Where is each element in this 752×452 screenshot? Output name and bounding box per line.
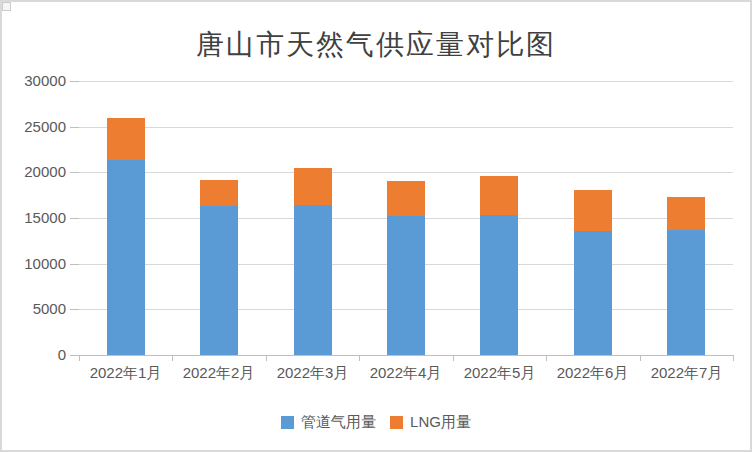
bar-7-pipeline-gas bbox=[667, 230, 705, 355]
y-axis-label: 25000 bbox=[2, 118, 66, 136]
legend-item-pipeline-gas: 管道气用量 bbox=[281, 413, 376, 432]
y-axis-tick bbox=[70, 355, 79, 356]
y-axis-tick bbox=[70, 309, 79, 310]
x-axis-label: 2022年4月 bbox=[359, 364, 452, 382]
y-axis-label: 10000 bbox=[2, 255, 66, 273]
legend-swatch-lng bbox=[390, 416, 403, 429]
y-axis-tick bbox=[70, 127, 79, 128]
y-axis-label: 0 bbox=[2, 346, 66, 364]
bar-6-pipeline-gas bbox=[574, 231, 612, 355]
y-axis-tick bbox=[70, 172, 79, 173]
x-axis-label: 2022年2月 bbox=[172, 364, 265, 382]
x-axis-tick bbox=[172, 355, 173, 361]
bar-1-pipeline-gas bbox=[107, 160, 145, 355]
bar-3-pipeline-gas bbox=[294, 205, 332, 355]
x-axis-label: 2022年6月 bbox=[546, 364, 639, 382]
bar-3-lng bbox=[294, 168, 332, 205]
x-axis-label: 2022年3月 bbox=[266, 364, 359, 382]
bar-5-pipeline-gas bbox=[480, 215, 518, 355]
gridline-25000 bbox=[79, 127, 733, 128]
x-axis-tick bbox=[79, 355, 80, 361]
bar-4-lng bbox=[387, 181, 425, 217]
legend-swatch-pipeline-gas bbox=[281, 416, 294, 429]
x-axis-tick bbox=[546, 355, 547, 361]
bar-2-pipeline-gas bbox=[200, 206, 238, 355]
legend-label-pipeline-gas: 管道气用量 bbox=[301, 413, 376, 432]
x-axis-tick bbox=[733, 355, 734, 361]
bar-4-pipeline-gas bbox=[387, 216, 425, 355]
x-axis-label: 2022年7月 bbox=[640, 364, 733, 382]
x-axis-tick bbox=[453, 355, 454, 361]
bar-2-lng bbox=[200, 180, 238, 206]
legend-item-lng: LNG用量 bbox=[390, 413, 471, 432]
y-axis-label: 30000 bbox=[2, 72, 66, 90]
y-axis-label: 20000 bbox=[2, 163, 66, 181]
legend: 管道气用量 LNG用量 bbox=[2, 413, 750, 432]
bar-6-lng bbox=[574, 190, 612, 231]
y-axis-label: 5000 bbox=[2, 300, 66, 318]
chart-container: 唐山市天然气供应量对比图 050001000015000200002500030… bbox=[0, 0, 752, 452]
y-axis-label: 15000 bbox=[2, 209, 66, 227]
x-axis-tick bbox=[359, 355, 360, 361]
x-axis-label: 2022年5月 bbox=[453, 364, 546, 382]
x-axis-line bbox=[79, 355, 733, 356]
y-axis-tick bbox=[70, 264, 79, 265]
y-axis-tick bbox=[70, 218, 79, 219]
x-axis-tick bbox=[266, 355, 267, 361]
bar-1-lng bbox=[107, 118, 145, 161]
legend-label-lng: LNG用量 bbox=[410, 413, 471, 432]
plot-area: 0500010000150002000025000300002022年1月202… bbox=[2, 2, 752, 452]
bar-7-lng bbox=[667, 197, 705, 230]
resize-handle[interactable] bbox=[2, 2, 11, 11]
gridline-20000 bbox=[79, 172, 733, 173]
gridline-30000 bbox=[79, 81, 733, 82]
x-axis-tick bbox=[640, 355, 641, 361]
x-axis-label: 2022年1月 bbox=[79, 364, 172, 382]
y-axis-tick bbox=[70, 81, 79, 82]
bar-5-lng bbox=[480, 176, 518, 215]
